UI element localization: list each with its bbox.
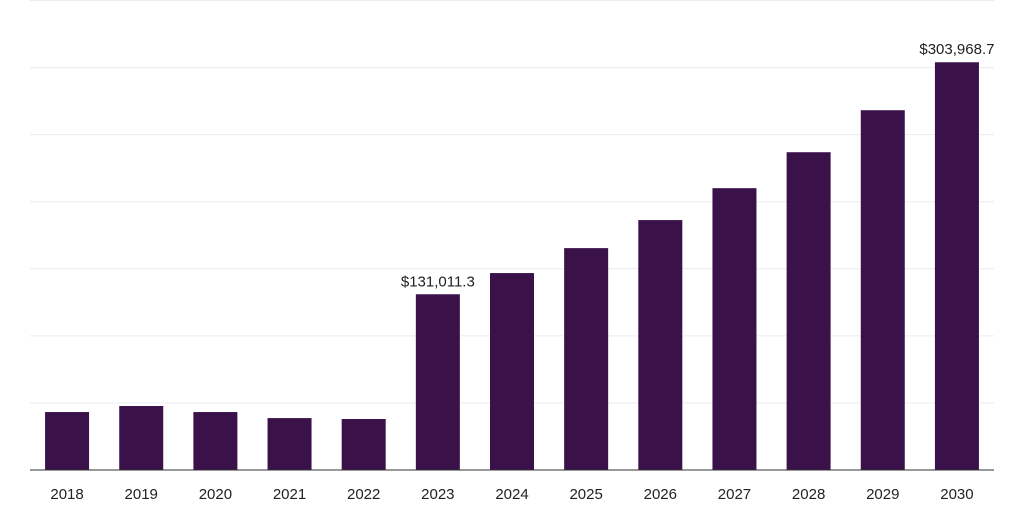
x-tick-label: 2028 [792, 486, 825, 503]
x-tick-label: 2021 [273, 486, 306, 503]
x-tick-label: 2018 [50, 486, 83, 503]
bar [341, 419, 386, 470]
bar [119, 406, 164, 470]
x-tick-label: 2020 [199, 486, 232, 503]
x-tick-label: 2022 [347, 486, 380, 503]
x-tick-label: 2026 [644, 486, 677, 503]
x-tick-label: 2029 [866, 486, 899, 503]
bar [934, 62, 979, 470]
x-tick-label: 2019 [125, 486, 158, 503]
bar [267, 418, 312, 470]
value-label: $303,968.7 [919, 41, 994, 58]
bar [415, 294, 460, 470]
bar [860, 110, 905, 471]
x-tick-label: 2023 [421, 486, 454, 503]
bar [638, 220, 683, 470]
bar [712, 188, 757, 470]
x-tick-label: 2025 [569, 486, 602, 503]
value-label: $131,011.3 [401, 273, 475, 290]
x-tick-label: 2030 [940, 486, 973, 503]
x-tick-label: 2024 [495, 486, 528, 503]
x-tick-label: 2027 [718, 486, 751, 503]
bar [786, 152, 831, 470]
bar [564, 248, 609, 470]
bar [193, 412, 238, 470]
bar [490, 273, 534, 470]
bar [45, 412, 90, 470]
